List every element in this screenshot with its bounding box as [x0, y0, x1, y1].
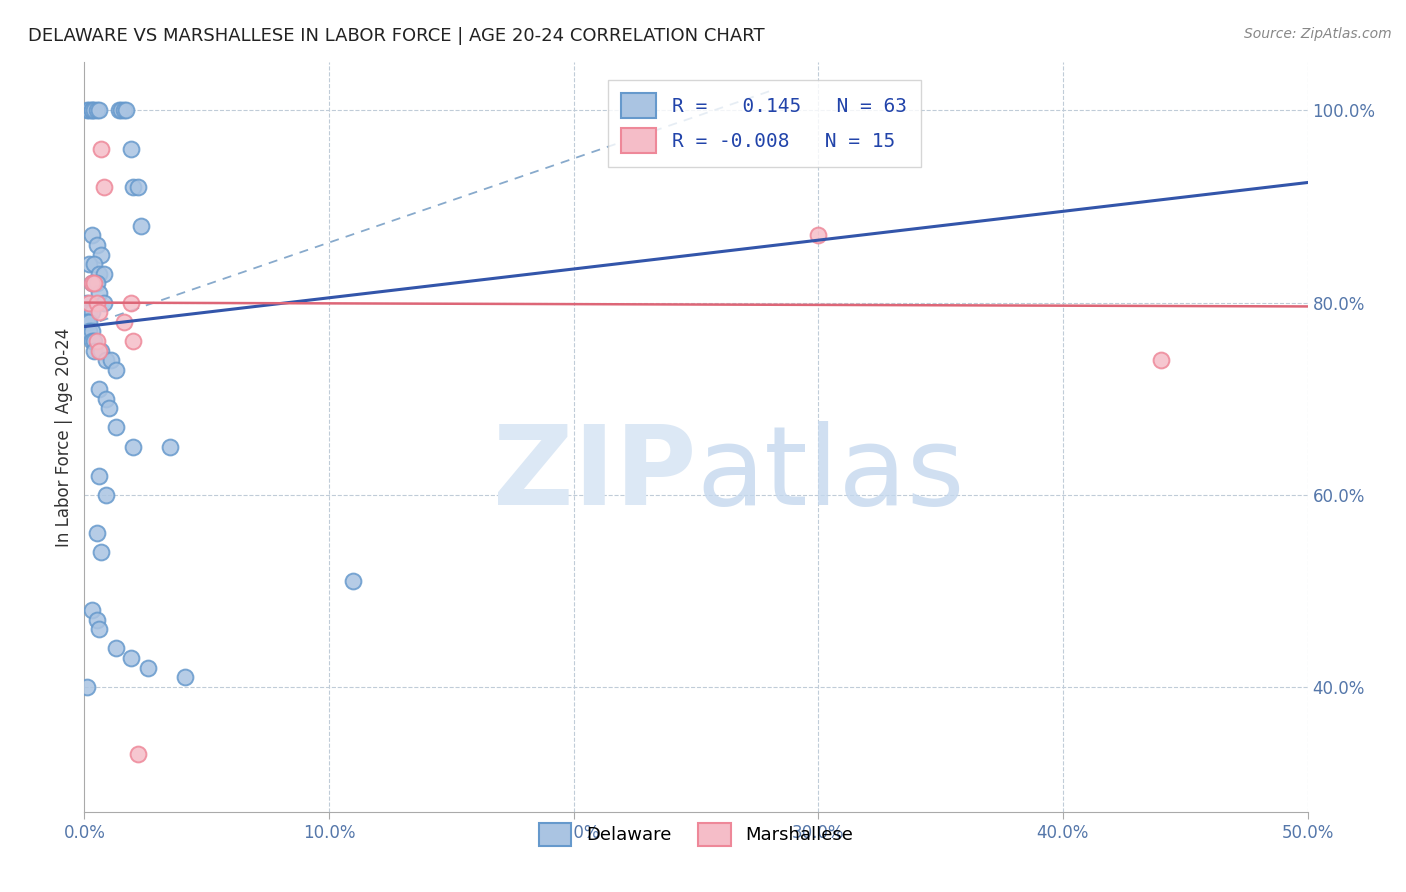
Point	[76, 680, 98, 694]
Text: atlas: atlas	[696, 421, 965, 528]
Point	[76, 305, 98, 319]
Point	[136, 660, 159, 674]
Point	[129, 219, 152, 233]
Point	[93, 295, 115, 310]
Point	[83, 343, 105, 358]
Y-axis label: In Labor Force | Age 20-24: In Labor Force | Age 20-24	[55, 327, 73, 547]
Point	[90, 343, 112, 358]
Point	[112, 315, 135, 329]
Point	[80, 603, 103, 617]
Point	[87, 267, 110, 281]
Point	[80, 228, 103, 243]
Point	[87, 468, 110, 483]
Point	[83, 277, 105, 291]
Point	[87, 622, 110, 636]
Point	[86, 277, 108, 291]
Point	[173, 670, 195, 684]
Point	[93, 267, 115, 281]
Point	[77, 305, 100, 319]
Point	[77, 305, 100, 319]
Point	[807, 228, 830, 243]
Legend: Delaware, Marshallese: Delaware, Marshallese	[530, 814, 862, 855]
Point	[80, 277, 103, 291]
Point	[80, 277, 103, 291]
Point	[159, 440, 181, 454]
Point	[90, 142, 112, 156]
Point	[86, 238, 108, 252]
Point	[120, 295, 142, 310]
Point	[1150, 353, 1173, 368]
Point	[96, 488, 118, 502]
Point	[80, 334, 103, 348]
Point	[86, 526, 108, 541]
Point	[76, 315, 98, 329]
Point	[86, 613, 108, 627]
Point	[87, 285, 110, 300]
Point	[87, 343, 110, 358]
Point	[110, 103, 132, 118]
Point	[120, 651, 142, 665]
Point	[83, 334, 105, 348]
Point	[115, 103, 138, 118]
Point	[76, 103, 98, 118]
Point	[122, 334, 145, 348]
Point	[122, 180, 145, 194]
Point	[87, 103, 110, 118]
Point	[77, 305, 100, 319]
Point	[120, 142, 142, 156]
Point	[342, 574, 364, 589]
Point	[112, 103, 135, 118]
Point	[87, 382, 110, 396]
Point	[80, 103, 103, 118]
Point	[105, 641, 128, 656]
Point	[122, 440, 145, 454]
Point	[86, 334, 108, 348]
Text: Source: ZipAtlas.com: Source: ZipAtlas.com	[1244, 27, 1392, 41]
Text: ZIP: ZIP	[492, 421, 696, 528]
Point	[97, 401, 120, 416]
Point	[80, 325, 103, 339]
Point	[90, 545, 112, 559]
Point	[83, 257, 105, 271]
Point	[76, 295, 98, 310]
Point	[80, 103, 103, 118]
Point	[96, 353, 118, 368]
Point	[127, 747, 149, 761]
Point	[76, 315, 98, 329]
Point	[127, 180, 149, 194]
Point	[86, 103, 108, 118]
Point	[100, 353, 122, 368]
Point	[80, 305, 103, 319]
Point	[77, 103, 100, 118]
Point	[96, 392, 118, 406]
Text: DELAWARE VS MARSHALLESE IN LABOR FORCE | AGE 20-24 CORRELATION CHART: DELAWARE VS MARSHALLESE IN LABOR FORCE |…	[28, 27, 765, 45]
Point	[105, 363, 128, 377]
Point	[86, 295, 108, 310]
Point	[90, 247, 112, 261]
Point	[87, 305, 110, 319]
Point	[105, 420, 128, 434]
Point	[93, 180, 115, 194]
Point	[83, 103, 105, 118]
Point	[77, 325, 100, 339]
Point	[77, 315, 100, 329]
Point	[77, 257, 100, 271]
Point	[107, 103, 129, 118]
Point	[77, 295, 100, 310]
